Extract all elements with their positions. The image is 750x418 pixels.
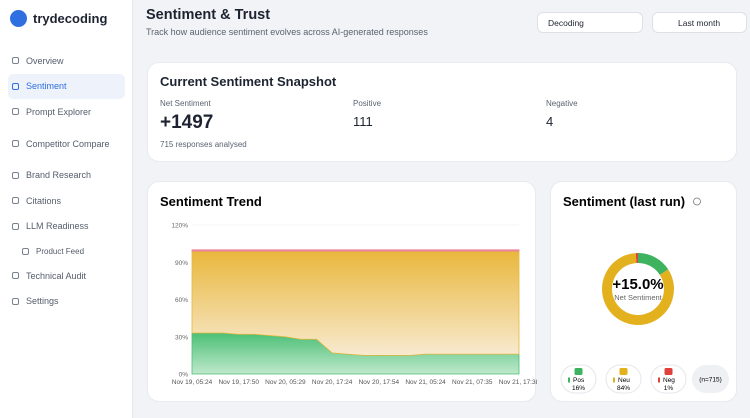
nav-item[interactable]: Competitor Compare (8, 125, 125, 163)
y-tick-label: 90% (175, 260, 188, 267)
nav-label: Prompt Explorer (26, 106, 92, 117)
legend-label: Neg (663, 377, 675, 384)
metric-value: 111 (353, 114, 373, 129)
snapshot-card: Current Sentiment Snapshot Net Sentiment… (147, 62, 737, 162)
x-tick-label: Nov 20, 17:54 (359, 379, 400, 386)
nav-item[interactable]: Overview (8, 48, 125, 74)
trend-card: Sentiment Trend 0% 30% 60% 90% 120% Nov 19, 0… (147, 181, 537, 402)
x-tick-label: Nov 21, 07:35 (452, 379, 493, 386)
range-select[interactable]: Last month (652, 12, 747, 33)
metric-label: Net Sentiment (160, 99, 211, 108)
count-label: (n=715) (699, 377, 722, 384)
metric: Net Sentiment +1497 715 responses analysed (160, 99, 247, 149)
nav-label: Brand Research (26, 170, 92, 181)
nav-item[interactable]: Technical Audit (8, 263, 125, 289)
nav-icon (12, 108, 19, 116)
metric: Negative 4 (546, 99, 578, 129)
chart-title: Sentiment Trend (160, 194, 262, 209)
nav-icon (12, 82, 19, 90)
nav-item[interactable]: Brand Research (8, 163, 125, 189)
nav-label: Citations (26, 195, 62, 206)
y-tick-label: 120% (171, 223, 188, 230)
nav-icon (12, 140, 19, 147)
y-tick-label: 60% (175, 297, 188, 304)
donut-card: Sentiment (last run) +15.0% Net Sentiment… (550, 181, 737, 402)
nav-item[interactable]: Sentiment (8, 73, 125, 99)
nav-label: LLM Readiness (26, 221, 89, 232)
metric-label: Positive (353, 99, 382, 108)
legend-icon (574, 368, 583, 375)
x-tick-label: Nov 21, 17:38 (499, 379, 537, 386)
x-tick-label: Nov 21, 05:24 (405, 379, 446, 386)
y-tick-label: 0% (179, 372, 189, 379)
legend-icon (619, 368, 628, 375)
x-tick-label: Nov 20, 17:24 (312, 379, 353, 386)
chart-title: Sentiment (last run) (563, 194, 685, 209)
legend-pill (560, 364, 597, 394)
legend-label: Neu (618, 377, 630, 384)
center-label: +15.0% (612, 276, 663, 293)
area (191, 249, 520, 252)
select-text: Decoding (548, 17, 584, 28)
count-pill (692, 365, 729, 393)
nav-item[interactable]: Prompt Explorer (8, 99, 125, 125)
brand-name: trydecoding (33, 11, 108, 26)
sidebar: trydecoding Overview Sentiment Prompt Expl… (0, 0, 133, 418)
legend-value: 1% (664, 385, 674, 392)
trend-chart: Sentiment Trend 0% 30% 60% 90% 120% Nov 19, 0… (160, 194, 537, 386)
y-tick-label: 30% (175, 334, 188, 341)
nav-label: Technical Audit (26, 270, 87, 281)
donut-segment (602, 253, 674, 325)
metric-value: 4 (546, 114, 554, 129)
page-subtitle: Track how audience sentiment evolves acr… (146, 27, 428, 37)
nav-label: Settings (26, 296, 59, 307)
nav-icon (12, 171, 19, 179)
metric-label: Negative (546, 99, 578, 108)
metric-note: 715 responses analysed (160, 140, 247, 149)
x-tick-label: Nov 19, 17:50 (218, 379, 259, 386)
x-tick-label: Nov 20, 05:29 (265, 379, 306, 386)
info-icon[interactable] (693, 197, 701, 206)
nav-icon (12, 57, 19, 65)
nav-item[interactable]: LLM Readiness (8, 214, 125, 240)
nav-icon (12, 197, 19, 205)
card-title: Current Sentiment Snapshot (160, 74, 337, 89)
nav: Overview Sentiment Prompt Explorer Competit… (0, 48, 133, 314)
legend-dot (658, 377, 660, 383)
nav-icon (12, 222, 19, 230)
metric: Positive 111 (353, 99, 381, 129)
legend-label: Pos (573, 377, 585, 384)
brand[interactable]: trydecoding (10, 10, 107, 27)
nav-item[interactable]: Citations (8, 188, 125, 214)
legend-dot (613, 377, 615, 383)
legend-pill (650, 364, 687, 394)
page-title: Sentiment & Trust (146, 7, 271, 23)
nav-label: Sentiment (26, 81, 67, 92)
center-sublabel: Net Sentiment (614, 293, 662, 302)
nav-item[interactable]: Product Feed (8, 239, 125, 263)
nav-icon (22, 247, 29, 255)
project-select[interactable]: Decoding (537, 12, 643, 33)
legend-dot (568, 377, 570, 383)
legend-value: 16% (572, 385, 585, 392)
legend-icon (664, 368, 673, 375)
donut-chart: Sentiment (last run) +15.0%Net Sentiment… (560, 194, 729, 394)
nav-label: Overview (26, 55, 64, 66)
select-text: Last month (678, 17, 721, 28)
legend-value: 84% (617, 385, 630, 392)
nav-icon (12, 272, 19, 280)
legend-pill (605, 364, 642, 394)
donut-segment (637, 253, 669, 276)
nav-label: Competitor Compare (26, 138, 110, 149)
nav-label: Product Feed (36, 246, 85, 256)
metric-value: +1497 (160, 112, 214, 133)
x-tick-label: Nov 19, 05:24 (172, 379, 213, 386)
nav-icon (12, 297, 19, 305)
nav-item[interactable]: Settings (8, 289, 125, 315)
